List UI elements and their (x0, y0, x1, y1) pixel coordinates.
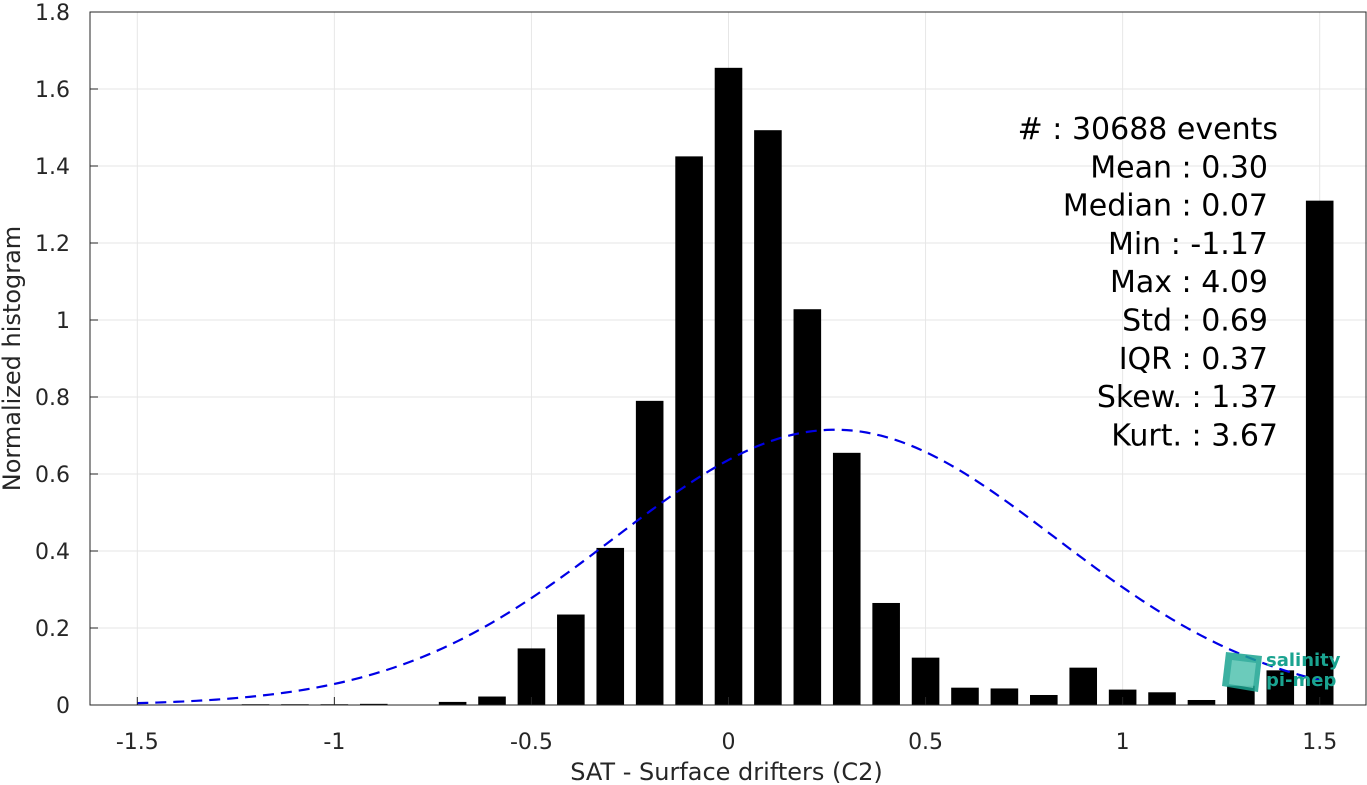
bar-24 (1069, 667, 1098, 705)
bar-14 (675, 156, 703, 705)
bar-22 (990, 688, 1019, 705)
bar-15 (714, 67, 743, 705)
bar-16 (754, 130, 782, 705)
stat-line-2: Median : 0.07 (1063, 189, 1268, 224)
bar-30 (1305, 200, 1334, 705)
bar-13 (635, 400, 664, 705)
stat-line-6: IQR : 0.37 (1119, 342, 1268, 377)
logo-mark-icon (1222, 652, 1262, 692)
y-tick-label-7: 1.4 (35, 155, 70, 180)
y-tick-label-6: 1.2 (35, 232, 70, 257)
bar-11 (557, 614, 585, 705)
x-tick-label-5: 1 (1116, 730, 1130, 755)
bar-21 (951, 687, 979, 705)
bar-29 (1266, 670, 1295, 705)
logo-text-salinity: salinity (1266, 650, 1341, 671)
y-tick-label-0: 0 (56, 694, 70, 719)
gaussian-fit (137, 428, 1320, 705)
y-tick-label-8: 1.6 (35, 78, 70, 103)
bar-6 (359, 703, 388, 705)
x-axis-label: SAT - Surface drifters (C2) (570, 758, 883, 785)
y-tick-label-1: 0.2 (35, 617, 70, 642)
bar-27 (1187, 699, 1216, 705)
x-tick-label-2: -0.5 (510, 730, 553, 755)
y-tick-label-3: 0.6 (35, 463, 70, 488)
x-tick-label-6: 1.5 (1302, 730, 1337, 755)
y-tick-label-4: 0.8 (35, 386, 70, 411)
histogram-bars (241, 67, 1334, 706)
bar-23 (1030, 694, 1058, 705)
bar-18 (832, 452, 861, 705)
fit-curve (137, 428, 1320, 705)
x-tick-label-0: -1.5 (116, 730, 159, 755)
logo-text-pimep: pi-mep (1266, 670, 1336, 691)
x-axis-ticks: -1.5 -1 -0.5 0 0.5 1 1.5 (116, 697, 1337, 755)
bar-28 (1227, 685, 1255, 705)
y-tick-label-2: 0.4 (35, 540, 70, 565)
bar-19 (872, 602, 900, 705)
stat-line-3: Min : -1.17 (1108, 227, 1268, 262)
y-axis-ticks: 0 0.2 0.4 0.6 0.8 1 1.2 1.4 1.6 1.8 (35, 1, 98, 719)
y-tick-label-5: 1 (56, 309, 70, 334)
stat-line-7: Skew. : 1.37 (1097, 380, 1278, 415)
x-tick-label-4: 0.5 (908, 730, 943, 755)
x-tick-label-1: -1 (323, 730, 345, 755)
bar-9 (478, 696, 506, 705)
salinity-pimep-logo: salinity pi-mep (1222, 650, 1341, 692)
stat-line-5: Std : 0.69 (1122, 304, 1268, 339)
stat-line-8: Kurt. : 3.67 (1111, 418, 1278, 453)
y-tick-label-9: 1.8 (35, 1, 70, 26)
stat-line-0: # : 30688 events (1018, 112, 1278, 147)
y-axis-label: Normalized histogram (0, 226, 26, 491)
stat-line-4: Max : 4.09 (1110, 265, 1268, 300)
bar-8 (438, 701, 467, 705)
stat-line-1: Mean : 0.30 (1090, 150, 1268, 185)
bar-26 (1148, 692, 1176, 705)
bar-17 (793, 309, 822, 705)
bar-12 (596, 547, 625, 705)
bar-10 (517, 648, 546, 705)
x-tick-label-3: 0 (722, 730, 736, 755)
